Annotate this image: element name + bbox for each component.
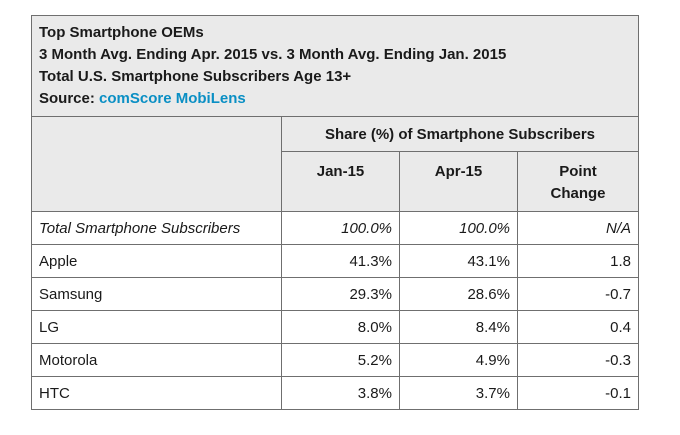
cell-apr: 3.7% [399, 376, 518, 410]
row-label: Apple [31, 244, 282, 278]
column-header-apr: Apr-15 [399, 151, 518, 212]
cell-change: 0.4 [517, 310, 639, 344]
table-row-total: Total Smartphone Subscribers 100.0% 100.… [31, 211, 639, 245]
cell-change: N/A [517, 211, 639, 245]
table-source: Source: comScore MobiLens [39, 88, 631, 110]
column-header-jan: Jan-15 [281, 151, 400, 212]
column-header-change-line1: Point [559, 163, 597, 180]
table-row-samsung: Samsung 29.3% 28.6% -0.7 [31, 277, 639, 311]
cell-change: -0.3 [517, 343, 639, 377]
table-row-motorola: Motorola 5.2% 4.9% -0.3 [31, 343, 639, 377]
oem-share-table-container: Top Smartphone OEMs 3 Month Avg. Ending … [31, 15, 639, 410]
cell-jan: 3.8% [281, 376, 400, 410]
cell-change: -0.7 [517, 277, 639, 311]
source-label: Source: [39, 90, 100, 107]
table-row-htc: HTC 3.8% 3.7% -0.1 [31, 376, 639, 410]
table-row-lg: LG 8.0% 8.4% 0.4 [31, 310, 639, 344]
cell-apr: 28.6% [399, 277, 518, 311]
cell-jan: 8.0% [281, 310, 400, 344]
cell-apr: 43.1% [399, 244, 518, 278]
column-header-change: Point Change [517, 151, 639, 212]
cell-change: 1.8 [517, 244, 639, 278]
table-period: 3 Month Avg. Ending Apr. 2015 vs. 3 Mont… [39, 46, 507, 63]
row-label: Total Smartphone Subscribers [31, 211, 282, 245]
cell-apr: 100.0% [399, 211, 518, 245]
cell-jan: 5.2% [281, 343, 400, 377]
cell-jan: 41.3% [281, 244, 400, 278]
group-header-row: Share (%) of Smartphone Subscribers [31, 116, 639, 212]
title-block: Top Smartphone OEMs 3 Month Avg. Ending … [31, 15, 639, 117]
row-label: Motorola [31, 343, 282, 377]
cell-jan: 29.3% [281, 277, 400, 311]
cell-jan: 100.0% [281, 211, 400, 245]
cell-apr: 4.9% [399, 343, 518, 377]
cell-apr: 8.4% [399, 310, 518, 344]
oem-share-table: Top Smartphone OEMs 3 Month Avg. Ending … [31, 15, 639, 410]
table-title: Top Smartphone OEMs [39, 24, 204, 41]
title-row: Top Smartphone OEMs 3 Month Avg. Ending … [31, 15, 639, 117]
column-header-change-line2: Change [550, 185, 606, 202]
table-population: Total U.S. Smartphone Subscribers Age 13… [39, 68, 352, 85]
source-link[interactable]: comScore MobiLens [99, 90, 246, 107]
row-label: Samsung [31, 277, 282, 311]
empty-corner-cell [31, 116, 282, 212]
row-label: HTC [31, 376, 282, 410]
group-header: Share (%) of Smartphone Subscribers [281, 116, 639, 152]
column-header-row: Jan-15 Apr-15 Point Change [32, 151, 639, 212]
row-label: LG [31, 310, 282, 344]
cell-change: -0.1 [517, 376, 639, 410]
table-row-apple: Apple 41.3% 43.1% 1.8 [31, 244, 639, 278]
